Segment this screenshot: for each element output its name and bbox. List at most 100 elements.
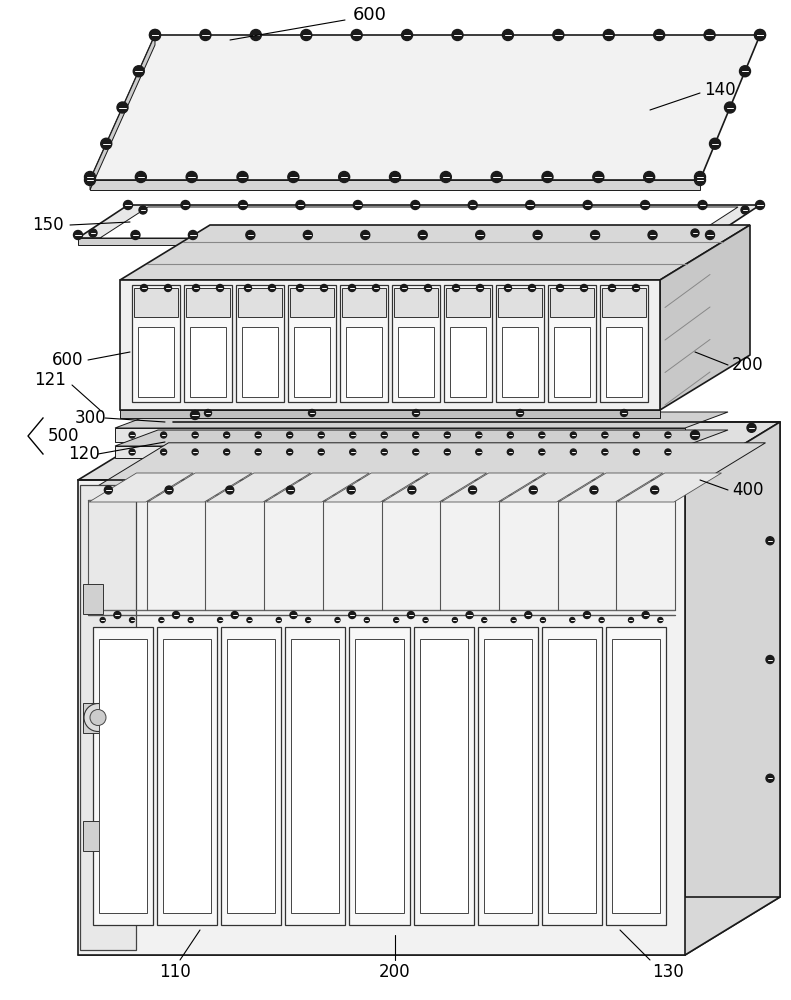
Polygon shape bbox=[685, 422, 780, 955]
Text: 600: 600 bbox=[353, 6, 387, 24]
Circle shape bbox=[570, 432, 577, 438]
Circle shape bbox=[476, 432, 482, 438]
Bar bbox=[343, 288, 385, 317]
Bar bbox=[496, 285, 544, 402]
Circle shape bbox=[602, 432, 607, 438]
Circle shape bbox=[698, 200, 707, 210]
Polygon shape bbox=[90, 35, 760, 180]
Bar bbox=[542, 627, 602, 925]
Circle shape bbox=[542, 172, 553, 182]
Bar bbox=[132, 285, 180, 402]
Circle shape bbox=[224, 432, 229, 438]
Circle shape bbox=[347, 486, 355, 494]
Circle shape bbox=[192, 432, 198, 438]
Bar bbox=[450, 327, 486, 397]
Circle shape bbox=[423, 617, 428, 622]
Circle shape bbox=[255, 432, 261, 438]
Circle shape bbox=[425, 284, 432, 292]
Bar bbox=[600, 285, 648, 402]
Circle shape bbox=[648, 231, 657, 239]
Circle shape bbox=[149, 29, 161, 40]
Circle shape bbox=[161, 449, 167, 455]
Circle shape bbox=[511, 617, 516, 622]
Circle shape bbox=[188, 617, 193, 622]
Circle shape bbox=[466, 611, 473, 618]
Bar bbox=[350, 627, 410, 925]
Circle shape bbox=[85, 174, 96, 186]
Circle shape bbox=[524, 611, 532, 618]
Circle shape bbox=[452, 29, 463, 40]
Bar bbox=[498, 288, 542, 317]
Polygon shape bbox=[206, 473, 311, 502]
Circle shape bbox=[642, 611, 649, 618]
Circle shape bbox=[339, 172, 350, 182]
Circle shape bbox=[381, 432, 388, 438]
Bar bbox=[242, 327, 278, 397]
Circle shape bbox=[268, 284, 275, 292]
Polygon shape bbox=[83, 443, 766, 495]
Bar bbox=[483, 639, 532, 913]
Polygon shape bbox=[500, 473, 604, 502]
Bar bbox=[346, 327, 382, 397]
Circle shape bbox=[517, 410, 524, 416]
Circle shape bbox=[246, 231, 255, 239]
Circle shape bbox=[766, 537, 774, 545]
Bar bbox=[414, 627, 474, 925]
Bar bbox=[99, 639, 147, 913]
Circle shape bbox=[286, 486, 294, 494]
Circle shape bbox=[505, 284, 512, 292]
Circle shape bbox=[644, 172, 655, 182]
Circle shape bbox=[104, 486, 112, 494]
Polygon shape bbox=[78, 205, 760, 238]
Bar bbox=[238, 288, 282, 317]
Circle shape bbox=[139, 206, 147, 214]
Circle shape bbox=[100, 617, 105, 622]
Polygon shape bbox=[78, 897, 780, 955]
Bar bbox=[187, 288, 229, 317]
Circle shape bbox=[755, 29, 766, 40]
Circle shape bbox=[402, 29, 413, 40]
Circle shape bbox=[482, 617, 486, 622]
Circle shape bbox=[74, 231, 82, 239]
Circle shape bbox=[476, 449, 482, 455]
Bar bbox=[83, 821, 103, 851]
Circle shape bbox=[301, 29, 312, 40]
Circle shape bbox=[191, 410, 199, 420]
Circle shape bbox=[349, 284, 355, 292]
Circle shape bbox=[475, 231, 485, 239]
Bar bbox=[612, 639, 660, 913]
Polygon shape bbox=[173, 422, 780, 897]
Circle shape bbox=[224, 449, 229, 455]
Polygon shape bbox=[78, 422, 780, 480]
Text: 121: 121 bbox=[34, 371, 66, 389]
Circle shape bbox=[539, 432, 545, 438]
Circle shape bbox=[533, 231, 542, 239]
Circle shape bbox=[225, 486, 234, 494]
Circle shape bbox=[468, 486, 476, 494]
Circle shape bbox=[165, 284, 172, 292]
Circle shape bbox=[694, 174, 706, 186]
Circle shape bbox=[100, 138, 112, 149]
Circle shape bbox=[305, 617, 311, 622]
Text: 150: 150 bbox=[32, 216, 64, 234]
Polygon shape bbox=[120, 280, 660, 410]
Bar bbox=[548, 285, 596, 402]
Bar bbox=[395, 288, 437, 317]
Bar bbox=[501, 327, 538, 397]
Circle shape bbox=[135, 172, 146, 182]
Circle shape bbox=[665, 432, 671, 438]
Polygon shape bbox=[100, 207, 738, 238]
Circle shape bbox=[192, 284, 199, 292]
Circle shape bbox=[553, 29, 564, 40]
Polygon shape bbox=[115, 428, 685, 442]
Text: 120: 120 bbox=[68, 445, 100, 463]
Circle shape bbox=[186, 172, 197, 182]
Circle shape bbox=[445, 449, 450, 455]
Circle shape bbox=[303, 231, 312, 239]
Circle shape bbox=[286, 449, 293, 455]
Bar bbox=[290, 288, 334, 317]
Polygon shape bbox=[265, 473, 369, 502]
Circle shape bbox=[205, 410, 211, 416]
Polygon shape bbox=[115, 446, 685, 458]
Circle shape bbox=[710, 138, 721, 149]
